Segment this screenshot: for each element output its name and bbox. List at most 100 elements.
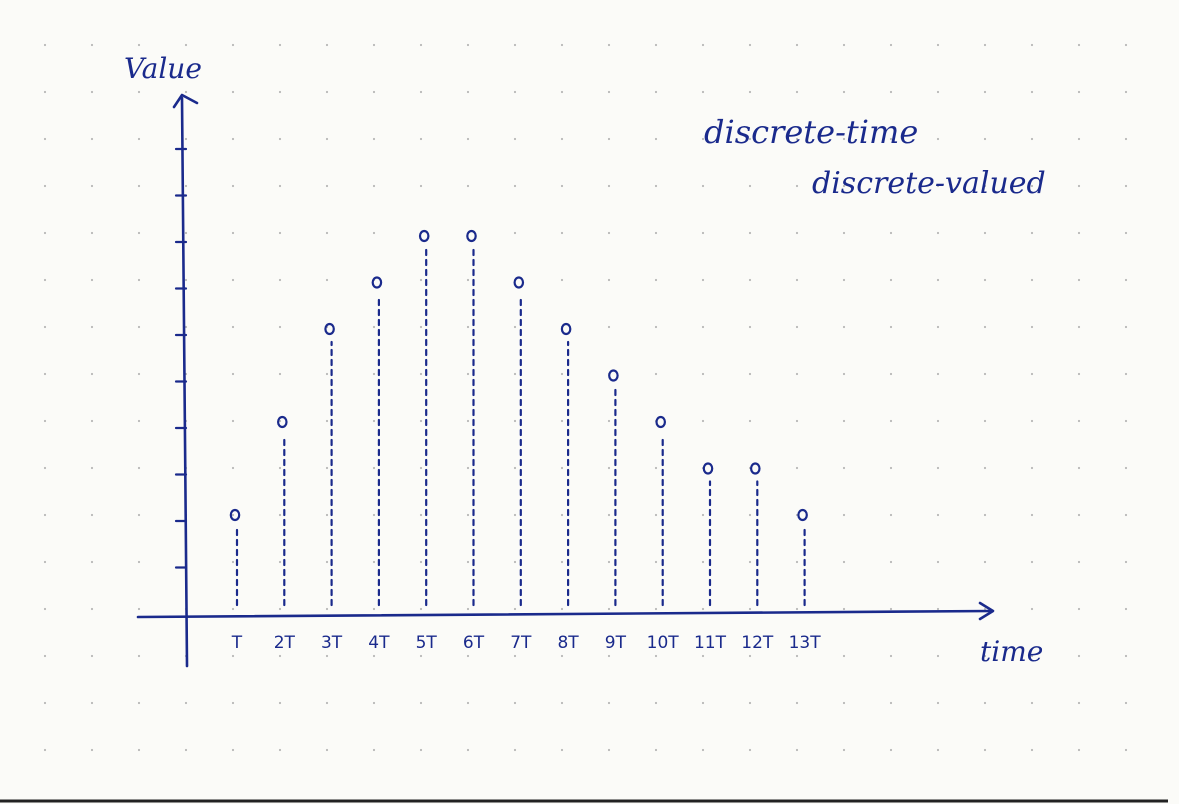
grid-dot	[513, 654, 517, 658]
grid-dot	[1077, 184, 1081, 188]
grid-dot	[43, 466, 47, 470]
grid-dot	[1077, 466, 1081, 470]
x-tick-labels: T 2T 3T 4T 5T 6T 7T 8T 9T 10T 11T 12T 13T	[231, 633, 821, 653]
grid-dot	[795, 231, 799, 235]
grid-dot	[325, 137, 329, 141]
grid-dot	[795, 278, 799, 282]
grid-dot	[325, 278, 329, 282]
grid-dot	[701, 607, 705, 611]
grid-dot	[513, 419, 517, 423]
grid-dot	[513, 748, 517, 752]
grid-dot	[278, 748, 282, 752]
grid-dot	[1030, 184, 1034, 188]
grid-dot	[43, 43, 47, 47]
grid-dot	[278, 513, 282, 517]
grid-dot	[513, 137, 517, 141]
grid-dot	[842, 278, 846, 282]
grid-dot	[372, 654, 376, 658]
grid-dot	[983, 184, 987, 188]
grid-dot	[513, 231, 517, 235]
grid-dot	[372, 325, 376, 329]
grid-dot	[43, 325, 47, 329]
grid-dot	[654, 466, 658, 470]
grid-dot	[607, 560, 611, 564]
grid-dot	[654, 560, 658, 564]
grid-dot	[90, 372, 94, 376]
x-tick-label: 13T	[789, 633, 822, 653]
grid-dot	[983, 43, 987, 47]
grid-dot	[983, 137, 987, 141]
grid-dot	[90, 701, 94, 705]
grid-dot	[795, 748, 799, 752]
grid-dot	[43, 231, 47, 235]
grid-dot	[372, 701, 376, 705]
grid-dot	[701, 560, 705, 564]
grid-dot	[1124, 184, 1128, 188]
grid-dot	[137, 325, 141, 329]
grid-dot	[936, 278, 940, 282]
grid-dot	[654, 90, 658, 94]
grid-dot	[513, 607, 517, 611]
grid-dot	[43, 607, 47, 611]
grid-dot	[1077, 137, 1081, 141]
grid-dot	[278, 137, 282, 141]
grid-dot	[607, 184, 611, 188]
grid-dot	[1124, 419, 1128, 423]
grid-dot	[1077, 43, 1081, 47]
grid-dot	[1124, 372, 1128, 376]
grid-dot	[983, 231, 987, 235]
grid-dot	[889, 513, 893, 517]
grid-dot	[466, 560, 470, 564]
grid-dot	[842, 231, 846, 235]
grid-dot	[231, 748, 235, 752]
grid-dot	[43, 419, 47, 423]
grid-dot	[842, 325, 846, 329]
grid-dot	[278, 184, 282, 188]
grid-dot	[607, 654, 611, 658]
grid-dot	[889, 137, 893, 141]
grid-dot	[748, 43, 752, 47]
grid-dot	[419, 607, 423, 611]
grid-dot	[466, 90, 470, 94]
grid-dot	[325, 607, 329, 611]
grid-dot	[701, 137, 705, 141]
grid-dot	[1124, 231, 1128, 235]
grid-dot	[795, 701, 799, 705]
grid-dot	[137, 607, 141, 611]
grid-dot	[137, 654, 141, 658]
x-tick-label: 11T	[694, 633, 727, 653]
grid-dot	[1030, 137, 1034, 141]
x-tick-label: 10T	[647, 633, 680, 653]
grid-dot	[90, 325, 94, 329]
grid-dot	[278, 607, 282, 611]
grid-dot	[278, 90, 282, 94]
grid-dot	[325, 513, 329, 517]
grid-dot	[889, 654, 893, 658]
grid-dot	[1124, 466, 1128, 470]
grid-dot	[1030, 560, 1034, 564]
stem-marker	[797, 508, 808, 522]
grid-dot	[184, 325, 188, 329]
grid-dot	[607, 278, 611, 282]
grid-dot	[795, 466, 799, 470]
grid-dot	[1030, 654, 1034, 658]
stems	[235, 247, 806, 607]
grid-dot	[936, 654, 940, 658]
grid-dot	[889, 419, 893, 423]
grid-dot	[1030, 466, 1034, 470]
grid-dot	[889, 372, 893, 376]
grid-dot	[842, 607, 846, 611]
grid-dot	[842, 137, 846, 141]
grid-dot	[372, 466, 376, 470]
grid-dot	[1030, 325, 1034, 329]
grid-dot	[1030, 372, 1034, 376]
grid-dot	[889, 607, 893, 611]
grid-dot	[560, 184, 564, 188]
grid-dot	[560, 466, 564, 470]
grid-dot	[1124, 560, 1128, 564]
grid-dot	[701, 43, 705, 47]
grid-dot	[278, 43, 282, 47]
grid-dot	[419, 701, 423, 705]
x-tick-label: 4T	[368, 633, 390, 653]
